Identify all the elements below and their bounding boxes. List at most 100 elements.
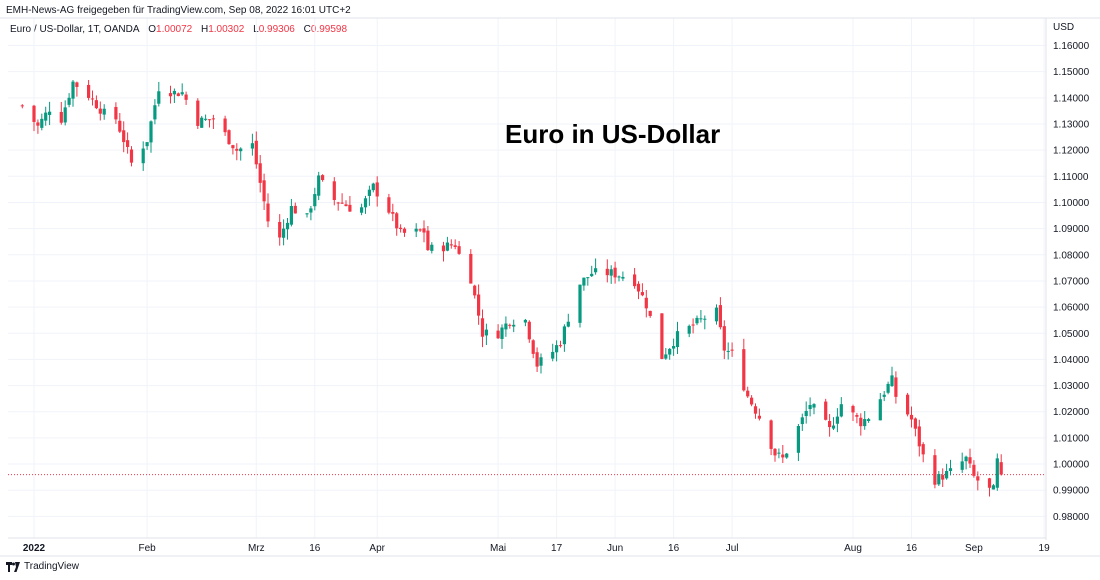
x-tick-label: Mrz: [248, 543, 265, 554]
candle-body: [87, 84, 91, 98]
candle-body: [75, 82, 79, 87]
y-tick-label: 1.13000: [1053, 119, 1090, 130]
candle-body: [839, 404, 843, 417]
candle-body: [636, 283, 641, 292]
close-value: 0.99598: [310, 24, 348, 35]
candle-body: [457, 246, 461, 254]
candle-body: [867, 419, 871, 421]
candle-body: [960, 461, 964, 470]
candle-body: [695, 317, 699, 324]
x-tick-label: 19: [1039, 543, 1051, 554]
y-tick-label: 1.15000: [1053, 67, 1090, 78]
candle-body: [855, 415, 859, 417]
candle-body: [473, 285, 477, 296]
candle-body: [578, 284, 582, 323]
candle-body: [730, 349, 734, 351]
candle-body: [332, 181, 336, 201]
candle-body: [90, 98, 95, 100]
y-tick-label: 1.16000: [1053, 41, 1090, 52]
candle-body: [886, 383, 890, 393]
footer-brand[interactable]: TradingView: [6, 561, 79, 572]
y-tick-label: 1.03000: [1053, 381, 1090, 392]
candle-body: [211, 118, 215, 120]
share-caption: EMH-News-AG freigegeben für TradingView.…: [6, 5, 351, 16]
candle-body: [906, 394, 910, 415]
candle-body: [293, 205, 297, 214]
candle-body: [742, 349, 746, 391]
candle-body: [391, 212, 395, 214]
candle-body: [63, 107, 67, 123]
y-tick-label: 1.05000: [1053, 329, 1090, 340]
candle-body: [469, 253, 473, 284]
y-tick-label: 1.07000: [1053, 276, 1090, 287]
candle-body: [859, 417, 863, 427]
candle-body: [207, 119, 212, 121]
candle-body: [675, 331, 680, 348]
candle-body: [118, 120, 122, 132]
candle-body: [44, 112, 48, 121]
y-tick-label: 1.14000: [1053, 93, 1090, 104]
high-label: H: [200, 24, 209, 35]
candle-body: [672, 346, 676, 349]
x-tick-label: 16: [906, 543, 918, 554]
candle-body: [594, 268, 598, 273]
candle-body: [196, 100, 200, 126]
y-tick-label: 1.01000: [1053, 433, 1090, 444]
candle-body: [691, 324, 695, 326]
tradingview-logo-icon: [6, 561, 20, 572]
x-tick-label: Feb: [138, 543, 156, 554]
candle-body: [321, 175, 325, 181]
open-label: O: [148, 24, 157, 35]
candle-body: [449, 244, 453, 246]
candle-body: [796, 426, 800, 453]
candle-body: [282, 228, 286, 238]
candle-body: [141, 148, 145, 164]
candle-body: [48, 111, 52, 115]
candle-body: [773, 448, 777, 456]
candle-body: [254, 140, 258, 165]
x-tick-label: Jun: [607, 543, 623, 554]
candle-body: [317, 175, 321, 196]
candle-body: [590, 273, 594, 277]
candle-body: [621, 276, 625, 279]
y-tick-label: 1.02000: [1053, 407, 1090, 418]
candle-body: [336, 202, 340, 204]
candle-body: [71, 81, 75, 99]
candle-body: [430, 244, 434, 251]
chart-title: Euro in US-Dollar: [505, 119, 721, 149]
candle-body: [987, 478, 992, 488]
candle-body: [126, 140, 130, 147]
candle-body: [531, 340, 535, 354]
candle-body: [753, 406, 758, 414]
symbol-label[interactable]: Euro / US-Dollar, 1T, OANDA: [10, 24, 140, 35]
y-tick-label: 1.08000: [1053, 250, 1090, 261]
candle-body: [262, 180, 266, 202]
x-tick-label: 16: [309, 543, 321, 554]
candle-body: [348, 204, 352, 212]
candle-body: [687, 325, 691, 334]
x-tick-label: Mai: [490, 543, 506, 554]
candle-body: [20, 105, 24, 107]
high-value: 1.00302: [208, 24, 245, 35]
candle-body: [769, 420, 773, 449]
y-tick-label: 0.99000: [1053, 486, 1090, 497]
candle-body: [168, 93, 173, 97]
candle-body: [800, 417, 804, 425]
candle-body: [414, 228, 418, 232]
candle-body: [157, 91, 161, 104]
candle-body: [363, 198, 368, 208]
candle-body: [418, 229, 422, 231]
x-tick-label: Sep: [965, 543, 983, 554]
candle-body: [239, 148, 243, 152]
candle-body: [968, 457, 972, 464]
candle-body: [644, 297, 648, 309]
candle-body: [812, 404, 816, 408]
y-tick-label: 1.12000: [1053, 146, 1090, 157]
candle-body: [941, 475, 945, 480]
candle-body: [504, 323, 508, 330]
candle-body: [894, 377, 898, 397]
candle-body: [609, 269, 613, 276]
candle-body: [976, 476, 980, 481]
candle-body: [613, 267, 617, 278]
